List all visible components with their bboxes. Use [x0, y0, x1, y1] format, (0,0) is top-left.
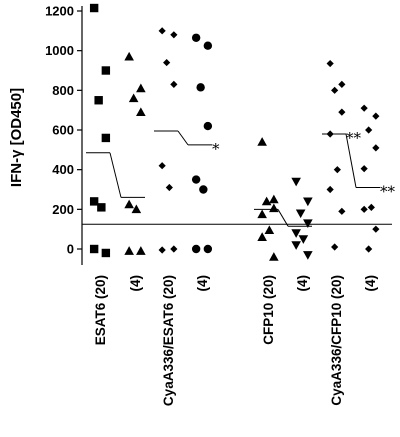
data-point-triangle-down: [303, 197, 313, 207]
data-point-circle: [191, 33, 201, 42]
data-point-triangle-up: [136, 107, 146, 116]
data-point-triangle-up: [261, 196, 272, 206]
data-point-diamond: [165, 183, 173, 192]
y-tick-label: 1000: [45, 43, 74, 58]
category-label: CFP10 (20): [261, 275, 276, 345]
y-tick-label: 800: [52, 83, 74, 98]
y-tick-label: 0: [67, 242, 74, 257]
data-point-diamond: [372, 112, 380, 120]
category-label: ESAT6 (20): [93, 275, 108, 345]
y-axis-title: IFN-γ [OD450]: [8, 88, 25, 187]
mean-connector: [345, 133, 357, 188]
data-point-diamond: [360, 165, 368, 173]
data-point-triangle-down: [291, 177, 301, 187]
data-point-square: [97, 203, 106, 212]
category-label: (4): [363, 275, 378, 292]
category-label: CyaA336/ESAT6 (20): [161, 275, 176, 406]
data-point-triangle-up: [269, 203, 279, 213]
data-point-diamond: [338, 108, 346, 116]
data-point-diamond: [372, 144, 380, 152]
data-point-triangle-up: [136, 83, 146, 93]
y-tick-label: 200: [52, 202, 74, 217]
mean-connector: [177, 130, 189, 146]
mean-connector: [109, 152, 122, 198]
data-point-circle: [203, 121, 213, 131]
data-point-square: [89, 3, 99, 13]
data-points: [89, 3, 380, 261]
data-point-diamond: [331, 243, 339, 251]
data-point-triangle-up: [124, 51, 134, 61]
significance-marker: *: [212, 140, 220, 158]
data-point-diamond: [365, 245, 373, 253]
data-point-diamond: [170, 80, 178, 88]
data-point-circle: [199, 185, 208, 194]
data-point-circle: [203, 244, 213, 254]
category-label: CyaA336/CFP10 (20): [329, 275, 344, 406]
data-point-square: [101, 66, 111, 75]
data-point-triangle-down: [298, 235, 309, 244]
data-point-diamond: [360, 104, 368, 112]
data-point-diamond: [333, 166, 341, 174]
data-point-diamond: [158, 162, 166, 170]
data-point-triangle-up: [257, 137, 267, 146]
data-point-triangle-up: [124, 246, 134, 255]
y-tick-label: 1200: [45, 4, 74, 19]
data-point-diamond: [158, 27, 166, 35]
data-point-diamond: [170, 31, 178, 39]
data-point-diamond: [360, 205, 368, 213]
data-point-triangle-up: [257, 232, 267, 241]
data-point-diamond: [331, 86, 339, 94]
data-point-triangle-up: [269, 194, 279, 204]
data-point-square: [101, 133, 111, 143]
data-point-square: [101, 248, 111, 258]
data-point-triangle-up: [131, 204, 142, 214]
data-point-triangle-down: [295, 209, 306, 219]
data-point-diamond: [326, 130, 334, 138]
data-point-diamond: [367, 203, 375, 211]
data-point-triangle-down: [303, 219, 313, 229]
data-point-diamond: [326, 185, 334, 194]
data-point-circle: [191, 244, 201, 254]
significance-marker: **: [380, 183, 396, 201]
data-point-diamond: [326, 59, 334, 68]
category-label: (4): [195, 275, 210, 292]
significance-marker: **: [346, 129, 362, 147]
data-point-diamond: [338, 207, 346, 215]
data-point-triangle-down: [291, 229, 301, 238]
y-tick-label: 400: [52, 162, 74, 177]
data-point-triangle-up: [257, 209, 267, 219]
data-point-triangle-up: [269, 252, 279, 261]
data-point-triangle-up: [128, 93, 139, 103]
data-point-triangle-up: [264, 225, 275, 234]
data-point-triangle-up: [136, 246, 146, 255]
mean-connector: [277, 209, 289, 227]
axes: [77, 6, 83, 265]
category-label: (4): [128, 275, 143, 292]
data-point-circle: [191, 175, 201, 184]
data-point-diamond: [170, 245, 178, 253]
category-label: (4): [295, 275, 310, 292]
data-point-diamond: [163, 58, 171, 67]
data-point-square: [89, 244, 99, 254]
data-point-diamond: [372, 225, 380, 233]
data-point-square: [94, 96, 103, 105]
y-tick-label: 600: [52, 123, 74, 138]
data-point-triangle-up: [124, 199, 134, 209]
data-point-triangle-down: [291, 241, 301, 250]
data-point-diamond: [365, 126, 373, 134]
data-point-circle: [196, 83, 205, 92]
data-point-diamond: [338, 80, 346, 88]
data-point-diamond: [158, 246, 166, 254]
data-point-circle: [203, 41, 213, 50]
labels: 0 200 400 600 800 1000 1200 IFN-γ [OD450] ESAT6 …: [8, 4, 396, 407]
data-point-square: [89, 197, 99, 206]
data-point-triangle-down: [303, 251, 313, 260]
